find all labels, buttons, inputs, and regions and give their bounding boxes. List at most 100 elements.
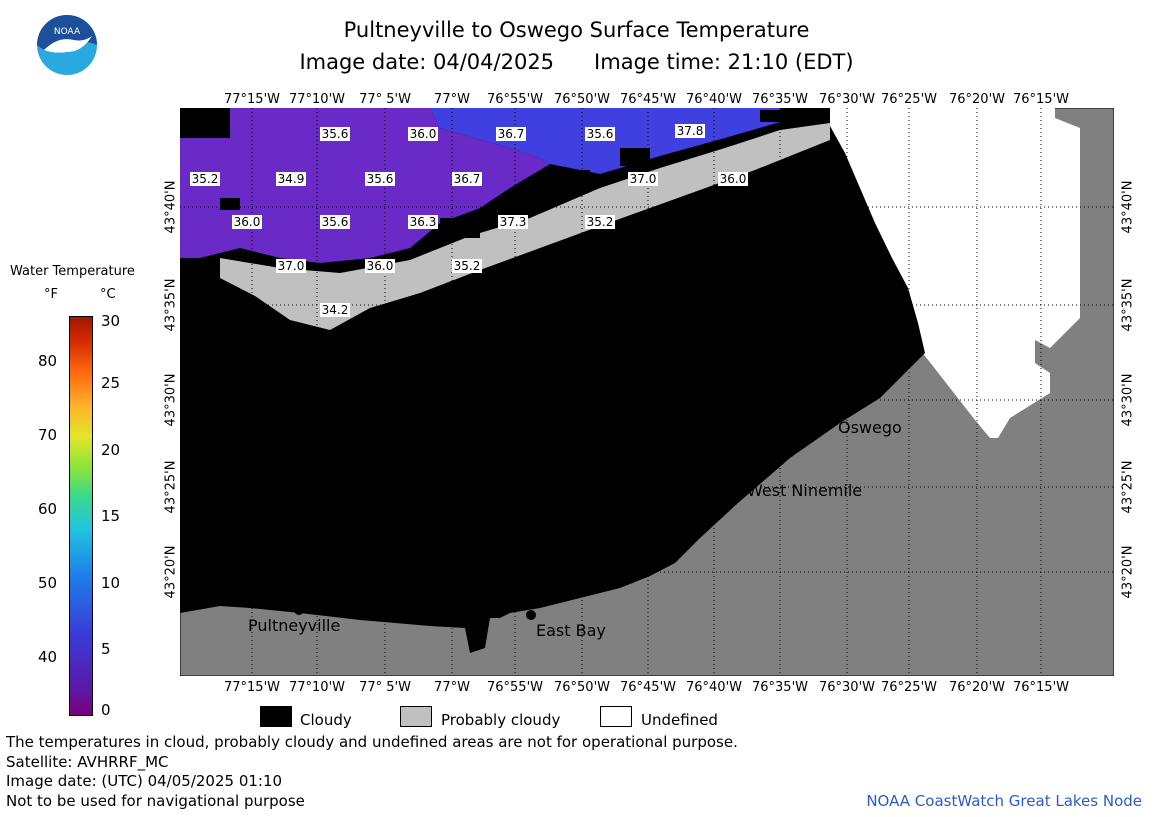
lon-label-top: 77°15'W [223,92,281,107]
temperature-value-label: 36.0 [232,215,262,229]
temperature-value-label: 36.7 [452,172,482,186]
svg-text:35.6: 35.6 [322,215,349,229]
temperature-value-label: 35.6 [320,215,350,229]
lat-label-left: 43°30'N [163,373,179,427]
probably-cloudy-swatch [400,706,432,727]
temperature-value-label: 35.2 [190,172,220,186]
lon-label-bottom: 76°50'W [553,680,611,695]
lon-label-top: 76°35'W [751,92,809,107]
image-date: Image date: 04/04/2025 [299,50,555,74]
lon-label-top: 77°W [434,92,470,107]
temperature-value-label: 35.2 [585,215,615,229]
svg-text:35.2: 35.2 [192,172,219,186]
svg-text:35.2: 35.2 [587,215,614,229]
lon-label-top: 76°40'W [685,92,743,107]
temperature-value-label: 37.0 [276,259,306,273]
svg-text:36.0: 36.0 [410,127,437,141]
place-west-ninemile: West Ninemile [747,481,863,500]
temperature-value-label: 37.3 [498,215,528,229]
lon-label-top: 76°25'W [880,92,938,107]
lat-label-right: 43°35'N [1120,278,1136,332]
logo-text: NOAA [54,27,81,37]
svg-text:36.7: 36.7 [498,127,525,141]
lon-label-bottom: 77° 5'W [359,680,411,695]
unit-fahrenheit: °F [44,287,58,302]
lon-label-bottom: 76°25'W [880,680,938,695]
celsius-tick-label: 20 [101,441,121,459]
temperature-value-label: 36.0 [718,172,748,186]
lon-label-bottom: 76°35'W [751,680,809,695]
lon-label-bottom: 76°40'W [685,680,743,695]
cloudy-swatch [260,706,292,727]
lat-label-left: 43°25'N [163,460,179,514]
footer-satellite: Satellite: AVHRRF_MC [6,753,169,771]
svg-text:35.6: 35.6 [367,172,394,186]
svg-text:37.3: 37.3 [500,215,527,229]
celsius-tick-label: 15 [101,507,121,525]
celsius-tick-label: 0 [101,701,111,719]
temperature-value-label: 36.3 [408,215,438,229]
lon-label-top: 76°20'W [948,92,1006,107]
page-title: Pultneyville to Oswego Surface Temperatu… [343,18,810,42]
lon-label-top: 77° 5'W [359,92,411,107]
svg-text:35.2: 35.2 [454,259,481,273]
lon-label-top: 76°30'W [818,92,876,107]
place-pultneyville: Pultneyville [248,616,341,635]
lat-label-right: 43°20'N [1120,545,1136,599]
lon-label-top: 76°55'W [486,92,544,107]
lon-label-bottom: 76°30'W [818,680,876,695]
lon-label-top: 76°45'W [619,92,677,107]
lon-label-bottom: 76°15'W [1012,680,1070,695]
fahrenheit-tick-label: 40 [38,648,58,666]
cloud-patches [180,108,790,238]
temperature-value-label: 35.2 [452,259,482,273]
lat-label-right: 43°40'N [1120,180,1136,234]
lon-label-bottom: 77°10'W [288,680,346,695]
lat-label-left: 43°20'N [163,545,179,599]
svg-text:37.8: 37.8 [677,124,704,138]
celsius-tick-label: 30 [101,312,121,330]
lat-label-left: 43°35'N [163,278,179,332]
svg-text:34.2: 34.2 [322,303,349,317]
lat-label-right: 43°25'N [1120,460,1136,514]
image-time: Image time: 21:10 (EDT) [594,50,854,74]
svg-text:36.0: 36.0 [720,172,747,186]
svg-text:35.6: 35.6 [587,127,614,141]
fahrenheit-tick-label: 70 [38,426,58,444]
svg-text:36.7: 36.7 [454,172,481,186]
legend-title: Water Temperature [10,264,135,279]
place-east-bay: East Bay [536,621,606,640]
celsius-tick-label: 25 [101,374,121,392]
credit-link[interactable]: NOAA CoastWatch Great Lakes Node [866,792,1142,810]
lon-label-top: 76°50'W [553,92,611,107]
fahrenheit-tick-label: 60 [38,500,58,518]
celsius-tick-label: 10 [101,574,121,592]
svg-text:37.0: 37.0 [630,172,657,186]
lat-label-left: 43°40'N [163,180,179,234]
svg-text:36.0: 36.0 [367,259,394,273]
temperature-value-label: 35.6 [585,127,615,141]
temperature-value-label: 36.0 [365,259,395,273]
pultneyville-marker [294,605,304,615]
temperature-value-label: 36.0 [408,127,438,141]
footer-note: The temperatures in cloud, probably clou… [6,733,738,751]
svg-text:36.3: 36.3 [410,215,437,229]
lon-label-bottom: 76°45'W [619,680,677,695]
temperature-map: 35.6 36.0 36.7 35.6 37.8 35.2 34.9 35.6 36.7 37.0… [180,108,1114,676]
east-bay-marker [526,610,536,620]
svg-text:37.0: 37.0 [278,259,305,273]
temperature-value-label: 35.6 [365,172,395,186]
lon-label-top: 76°15'W [1012,92,1070,107]
west-ninemile-marker [732,470,742,480]
undefined-label: Undefined [641,711,718,729]
temperature-value-label: 34.9 [276,172,306,186]
fahrenheit-tick-label: 50 [38,574,58,592]
lat-label-right: 43°30'N [1120,373,1136,427]
celsius-tick-label: 5 [101,640,111,658]
svg-text:34.9: 34.9 [278,172,305,186]
image-date-time: Image date: 04/04/2025 Image time: 21:10 … [0,50,1153,74]
svg-text:36.0: 36.0 [234,215,261,229]
unit-celsius: °C [100,287,116,302]
temperature-value-label: 36.7 [496,127,526,141]
temperature-value-label: 37.8 [675,124,705,138]
